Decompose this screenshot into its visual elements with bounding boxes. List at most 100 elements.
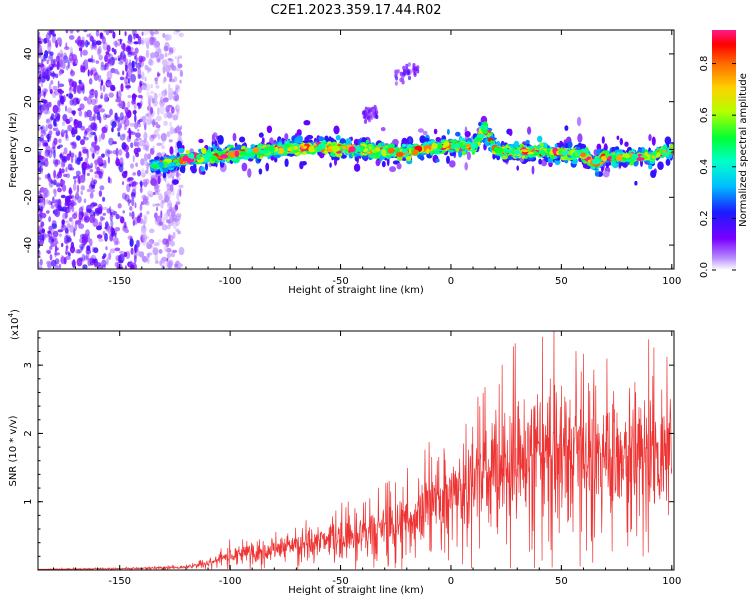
noise-speckle xyxy=(124,114,130,120)
noise-speckle xyxy=(50,201,53,206)
noise-speckle xyxy=(175,105,178,112)
noise-speckle xyxy=(80,185,86,191)
noise-speckle xyxy=(172,46,176,53)
noise-speckle xyxy=(153,92,158,101)
noise-speckle xyxy=(141,225,147,234)
noise-speckle xyxy=(159,221,164,226)
feature-speckle xyxy=(407,62,411,67)
noise-speckle xyxy=(42,88,49,94)
x-tick-label: -50 xyxy=(332,576,348,587)
noise-speckle xyxy=(58,83,65,88)
ridge-blob xyxy=(425,137,430,142)
noise-speckle xyxy=(109,108,113,116)
ridge-blob xyxy=(537,135,543,143)
noise-speckle xyxy=(125,64,128,72)
noise-speckle xyxy=(143,130,147,140)
x-tick-label: 50 xyxy=(555,576,568,587)
noise-speckle xyxy=(73,119,80,129)
noise-speckle xyxy=(59,233,62,237)
noise-speckle xyxy=(48,230,53,240)
ridge-blob xyxy=(435,158,440,163)
noise-speckle xyxy=(96,30,99,33)
ridge-blob xyxy=(284,133,289,141)
noise-speckle xyxy=(48,225,53,231)
noise-speckle xyxy=(137,67,142,77)
ridge-blob xyxy=(422,130,428,136)
noise-speckle xyxy=(70,155,74,164)
noise-speckle xyxy=(69,245,76,254)
noise-speckle xyxy=(169,126,174,135)
ridge-blob xyxy=(389,166,397,173)
noise-speckle xyxy=(99,108,105,113)
noise-speckle xyxy=(120,83,124,92)
noise-speckle xyxy=(53,199,58,203)
noise-speckle xyxy=(136,169,142,177)
feature-speckle xyxy=(372,111,376,117)
noise-speckle xyxy=(152,191,156,196)
noise-speckle xyxy=(134,255,137,264)
noise-speckle xyxy=(49,30,55,35)
noise-speckle xyxy=(143,215,148,224)
ridge-blob xyxy=(487,132,491,138)
noise-speckle xyxy=(80,139,85,146)
noise-speckle xyxy=(152,203,156,207)
noise-speckle xyxy=(169,206,173,212)
noise-speckle xyxy=(167,58,173,61)
noise-speckle xyxy=(153,184,160,190)
noise-speckle xyxy=(145,145,150,152)
noise-speckle xyxy=(169,240,175,247)
noise-speckle xyxy=(47,263,52,268)
noise-speckle xyxy=(48,216,51,223)
ridge-blob xyxy=(211,155,217,162)
noise-speckle xyxy=(92,152,95,159)
noise-speckle xyxy=(79,244,85,249)
ridge-blob xyxy=(470,142,476,150)
noise-speckle xyxy=(38,62,42,67)
noise-speckle xyxy=(98,74,102,83)
noise-speckle xyxy=(166,252,172,259)
ridge-blob xyxy=(612,154,617,160)
noise-speckle xyxy=(101,259,107,267)
ridge-blob xyxy=(151,164,157,169)
noise-speckle xyxy=(60,224,67,231)
noise-speckle xyxy=(44,142,49,147)
noise-speckle xyxy=(128,183,132,187)
noise-speckle xyxy=(38,70,42,74)
noise-speckle xyxy=(80,190,83,196)
ridge-blob xyxy=(301,151,307,155)
noise-speckle xyxy=(129,51,136,56)
noise-speckle xyxy=(53,149,56,159)
noise-speckle xyxy=(156,142,163,146)
colorbar-tick-label: 0.6 xyxy=(699,107,710,123)
noise-speckle xyxy=(88,32,92,38)
noise-speckle xyxy=(152,145,155,151)
colorbar-ticks: 0.00.20.40.60.8 xyxy=(699,56,736,278)
noise-speckle xyxy=(89,238,93,247)
feature-speckle xyxy=(406,71,410,76)
feature-speckle xyxy=(372,108,376,113)
noise-speckle xyxy=(139,186,143,193)
ridge-blob xyxy=(292,145,299,150)
ridge-blob xyxy=(602,171,610,178)
noise-speckle xyxy=(168,235,171,245)
noise-speckle xyxy=(97,104,102,109)
noise-speckle xyxy=(116,261,119,268)
feature-speckle xyxy=(416,65,420,70)
snr-series-line xyxy=(38,331,673,570)
ridge-blob xyxy=(657,161,664,170)
noise-speckle xyxy=(38,45,43,54)
ridge-blob xyxy=(651,155,655,159)
noise-speckle xyxy=(52,210,56,214)
noise-speckle xyxy=(118,96,121,102)
ridge-blob xyxy=(177,148,185,153)
noise-speckle xyxy=(180,249,183,255)
ridge-blob xyxy=(375,159,381,167)
ridge-blob xyxy=(393,149,400,153)
noise-speckle xyxy=(131,99,134,106)
noise-speckle xyxy=(145,83,151,92)
ridge-blob xyxy=(172,179,179,185)
ridge-blob xyxy=(603,143,608,152)
noise-speckle xyxy=(52,188,57,194)
noise-speckle xyxy=(162,33,166,38)
noise-speckle xyxy=(42,103,47,111)
